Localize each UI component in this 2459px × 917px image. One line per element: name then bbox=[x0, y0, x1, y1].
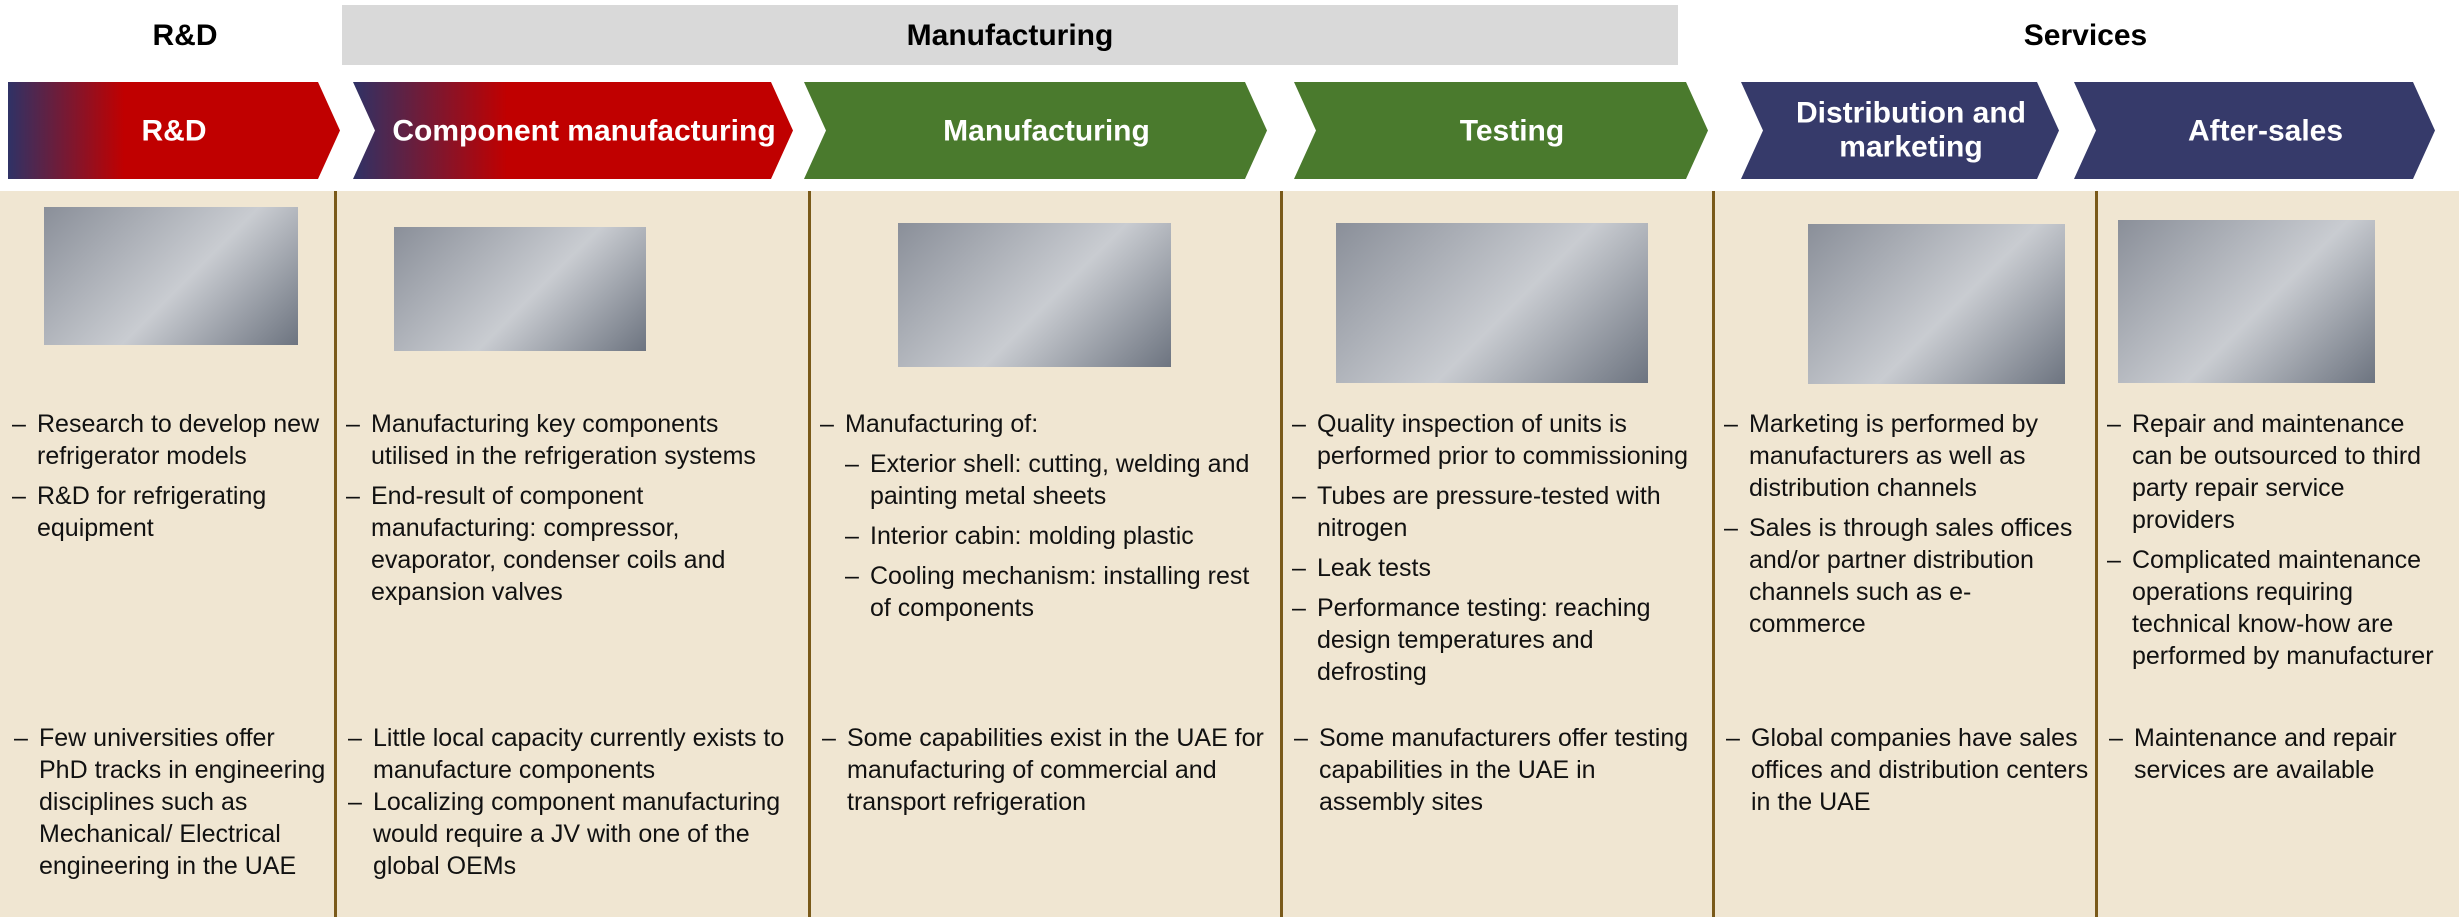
uae-point: Some manufacturers offer testing capabil… bbox=[1294, 722, 1706, 818]
sub-list: Exterior shell: cutting, welding and pai… bbox=[845, 448, 1272, 624]
stage-title: After-sales bbox=[2188, 114, 2343, 147]
activity: Quality inspection of units is performed… bbox=[1292, 408, 1704, 472]
activity-text: Manufacturing key components utilised in… bbox=[371, 410, 756, 470]
activity: Marketing is performed by manufacturers … bbox=[1724, 408, 2087, 504]
activity-list: Repair and maintenance can be outsourced… bbox=[2107, 408, 2451, 680]
activity-text: Tubes are pressure-tested with nitrogen bbox=[1317, 482, 1661, 542]
uae-list: Maintenance and repair services are avai… bbox=[2109, 722, 2453, 786]
activity: Performance testing: reaching design tem… bbox=[1292, 592, 1704, 688]
activity-list: Research to develop new refrigerator mod… bbox=[12, 408, 326, 552]
uae-point: Little local capacity currently exists t… bbox=[348, 722, 802, 786]
activity: Research to develop new refrigerator mod… bbox=[12, 408, 326, 472]
activity-list: Manufacturing of: Exterior shell: cutting… bbox=[820, 408, 1272, 632]
activity-text: Repair and maintenance can be outsourced… bbox=[2132, 410, 2421, 534]
column-divider bbox=[334, 191, 337, 917]
activity-text: Performance testing: reaching design tem… bbox=[1317, 594, 1651, 686]
uae-list: Global companies have sales offices and … bbox=[1726, 722, 2089, 818]
column-divider bbox=[2095, 191, 2098, 917]
activity: End-result of component manufacturing: c… bbox=[346, 480, 800, 608]
activity-text: Manufacturing of: bbox=[845, 410, 1038, 438]
activity-text: Complicated maintenance operations requi… bbox=[2132, 546, 2434, 670]
group-label: R&D bbox=[0, 6, 370, 66]
activity-text: Sales is through sales offices and/or pa… bbox=[1749, 514, 2072, 638]
uae-list: Some capabilities exist in the UAE for m… bbox=[822, 722, 1274, 818]
uae-point: Localizing component manufacturing would… bbox=[348, 786, 802, 882]
uae-list: Some manufacturers offer testing capabil… bbox=[1294, 722, 1706, 818]
stage-photo bbox=[2118, 220, 2375, 383]
activity-list: Quality inspection of units is performed… bbox=[1292, 408, 1704, 696]
uae-point: Global companies have sales offices and … bbox=[1726, 722, 2089, 818]
activity: Tubes are pressure-tested with nitrogen bbox=[1292, 480, 1704, 544]
activity-text: Leak tests bbox=[1317, 554, 1431, 582]
stage-photo bbox=[1336, 223, 1648, 383]
activity-text: R&D for refrigerating equipment bbox=[37, 482, 266, 542]
activity: Manufacturing of: Exterior shell: cutting… bbox=[820, 408, 1272, 624]
activity: Complicated maintenance operations requi… bbox=[2107, 544, 2451, 672]
activity-text: Quality inspection of units is performed… bbox=[1317, 410, 1688, 470]
stage-title: R&D bbox=[142, 114, 207, 147]
sub-activity: Exterior shell: cutting, welding and pai… bbox=[845, 448, 1272, 512]
activity-list: Manufacturing key components utilised in… bbox=[346, 408, 800, 616]
uae-list: Little local capacity currently exists t… bbox=[348, 722, 802, 882]
stage-photo bbox=[394, 227, 646, 351]
activity: R&D for refrigerating equipment bbox=[12, 480, 326, 544]
stage-title: Manufacturing bbox=[943, 114, 1150, 147]
activity: Repair and maintenance can be outsourced… bbox=[2107, 408, 2451, 536]
stage-photo bbox=[1808, 224, 2065, 384]
stage-photo bbox=[44, 207, 298, 345]
group-label: Manufacturing bbox=[342, 6, 1678, 66]
activity: Sales is through sales offices and/or pa… bbox=[1724, 512, 2087, 640]
uae-point: Few universities offer PhD tracks in eng… bbox=[14, 722, 328, 882]
activity-list: Marketing is performed by manufacturers … bbox=[1724, 408, 2087, 648]
uae-point: Some capabilities exist in the UAE for m… bbox=[822, 722, 1274, 818]
activity-text: Marketing is performed by manufacturers … bbox=[1749, 410, 2038, 502]
activity-text: Research to develop new refrigerator mod… bbox=[37, 410, 319, 470]
value-chain: R&D Component manufacturing Manufacturing T… bbox=[0, 0, 2459, 917]
column-divider bbox=[808, 191, 811, 917]
sub-activity: Cooling mechanism: installing rest of co… bbox=[845, 560, 1272, 624]
activity-text: End-result of component manufacturing: c… bbox=[371, 482, 725, 606]
column-divider bbox=[1280, 191, 1283, 917]
activity: Manufacturing key components utilised in… bbox=[346, 408, 800, 472]
stage-photo bbox=[898, 223, 1171, 367]
activity: Leak tests bbox=[1292, 552, 1704, 584]
uae-list: Few universities offer PhD tracks in eng… bbox=[14, 722, 328, 882]
sub-activity: Interior cabin: molding plastic bbox=[845, 520, 1272, 552]
column-divider bbox=[1712, 191, 1715, 917]
uae-point: Maintenance and repair services are avai… bbox=[2109, 722, 2453, 786]
stage-title: Testing bbox=[1460, 114, 1564, 147]
stage-title: Component manufacturing bbox=[392, 114, 775, 147]
group-label: Services bbox=[1712, 6, 2459, 66]
